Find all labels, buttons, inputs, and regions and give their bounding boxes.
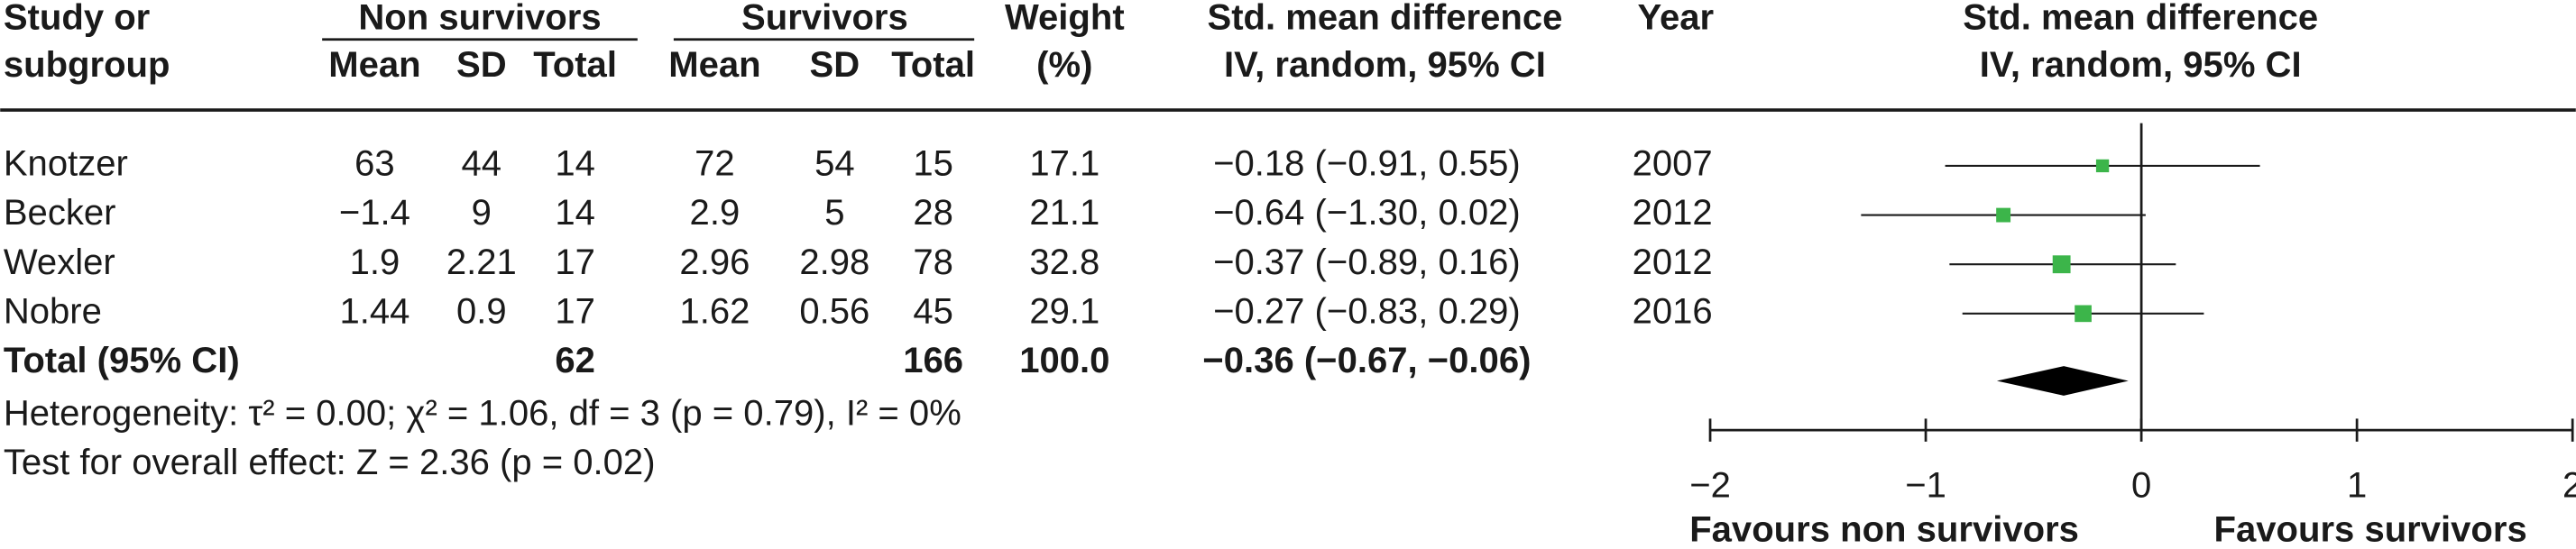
weight: 29.1 <box>1029 291 1099 331</box>
cell: 14 <box>555 144 595 184</box>
effect-square <box>2075 305 2092 323</box>
column-header: Mean <box>328 45 420 85</box>
column-header: Total <box>533 45 617 85</box>
x-axis-label: Favours non survivors <box>1689 510 2079 549</box>
total-label: Total (95% CI) <box>4 341 240 380</box>
cell: 9 <box>472 193 492 233</box>
group-header: Non survivors <box>358 0 601 37</box>
cell: 2.98 <box>799 242 869 282</box>
effect-label: −0.64 (−1.30, 0.02) <box>1213 193 1521 233</box>
cell: 72 <box>695 144 735 184</box>
study-name: Wexler <box>4 242 115 282</box>
effect-label: −0.36 (−0.67, −0.06) <box>1202 341 1531 380</box>
x-tick-label: −2 <box>1689 465 1731 505</box>
column-header: IV, random, 95% CI <box>1224 45 1546 85</box>
study-name: Nobre <box>4 291 102 331</box>
cell: 45 <box>913 291 953 331</box>
effect-label: −0.37 (−0.89, 0.16) <box>1213 242 1521 282</box>
effect-square <box>1996 207 2011 223</box>
cell: 2.21 <box>446 242 517 282</box>
cell: 0.9 <box>456 291 507 331</box>
chart-title: Std. mean difference <box>1963 0 2318 37</box>
x-tick-label: 0 <box>2131 465 2151 505</box>
study-name: Becker <box>4 193 116 233</box>
column-header: Total <box>891 45 975 85</box>
year: 2016 <box>1633 291 1713 331</box>
cell: −1.4 <box>339 193 410 233</box>
weight: 17.1 <box>1029 144 1099 184</box>
header-study: Study or <box>4 0 150 37</box>
cell: 15 <box>913 144 953 184</box>
cell: 28 <box>913 193 953 233</box>
column-header: Std. mean difference <box>1207 0 1562 37</box>
cell: 1.9 <box>350 242 400 282</box>
weight: 100.0 <box>1019 341 1109 380</box>
effect-square <box>2095 159 2110 173</box>
cell: 14 <box>555 193 595 233</box>
year: 2012 <box>1633 242 1713 282</box>
column-header: Weight <box>1005 0 1125 37</box>
footnote: Heterogeneity: τ² = 0.00; χ² = 1.06, df … <box>4 393 961 433</box>
cell: 17 <box>555 242 595 282</box>
group-header: Survivors <box>741 0 908 37</box>
x-axis-label: Favours survivors <box>2214 510 2527 549</box>
cell: 1.62 <box>679 291 750 331</box>
cell: 2.9 <box>690 193 741 233</box>
chart-subtitle: IV, random, 95% CI <box>1980 45 2302 85</box>
footnote: Test for overall effect: Z = 2.36 (p = 0… <box>4 443 656 482</box>
cell: 63 <box>354 144 395 184</box>
year: 2007 <box>1633 144 1713 184</box>
cell: 0.56 <box>799 291 869 331</box>
effect-label: −0.27 (−0.83, 0.29) <box>1213 291 1521 331</box>
cell: 62 <box>555 341 595 380</box>
study-name: Knotzer <box>4 144 128 184</box>
column-header: SD <box>810 45 860 85</box>
header-study: subgroup <box>4 45 170 85</box>
effect-square <box>2052 255 2071 274</box>
column-header: Mean <box>668 45 760 85</box>
x-tick-label: 1 <box>2347 465 2367 505</box>
cell: 5 <box>824 193 844 233</box>
cell: 78 <box>913 242 953 282</box>
cell: 166 <box>903 341 963 380</box>
x-tick-label: −1 <box>1905 465 1946 505</box>
weight: 32.8 <box>1029 242 1099 282</box>
column-header: (%) <box>1036 45 1092 85</box>
x-tick-label: 2 <box>2562 465 2576 505</box>
cell: 1.44 <box>339 291 409 331</box>
column-header: SD <box>456 45 507 85</box>
cell: 2.96 <box>679 242 750 282</box>
year: 2012 <box>1633 193 1713 233</box>
weight: 21.1 <box>1029 193 1099 233</box>
effect-label: −0.18 (−0.91, 0.55) <box>1213 144 1521 184</box>
column-header: Year <box>1637 0 1714 37</box>
cell: 17 <box>555 291 595 331</box>
cell: 54 <box>814 144 855 184</box>
total-diamond <box>1996 366 2129 396</box>
cell: 44 <box>462 144 502 184</box>
